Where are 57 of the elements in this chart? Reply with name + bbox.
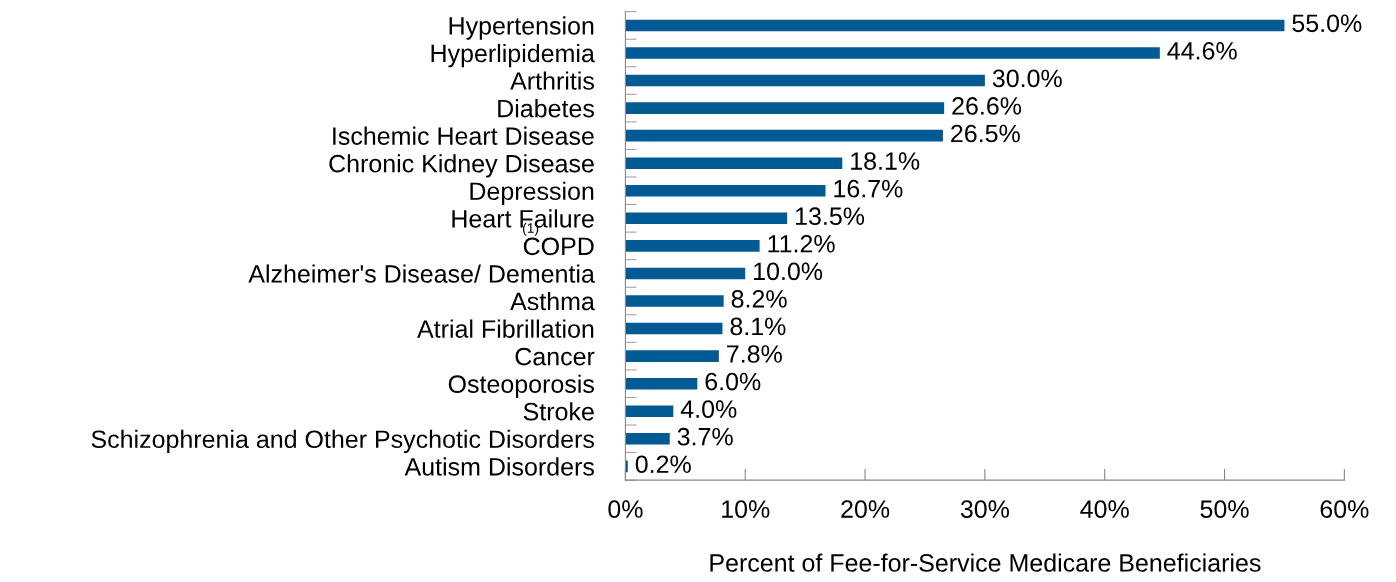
data-label: 11.2% <box>768 234 835 253</box>
y-tick-label: Chronic Kidney Disease <box>329 154 594 178</box>
bar <box>625 405 674 418</box>
data-label: 13.5% <box>796 207 865 226</box>
bar <box>625 433 670 445</box>
x-tick-label: 50% <box>1200 500 1249 518</box>
y-tick-label: Stroke <box>523 402 594 421</box>
data-label: 26.5% <box>951 124 1020 143</box>
data-label: 8.2% <box>731 290 787 308</box>
bar <box>625 212 788 225</box>
bar <box>625 350 719 362</box>
y-tick-label: Osteoporosis <box>448 374 594 398</box>
y-tick-label: Atrial Fibrillation <box>417 319 594 338</box>
data-label: 8.1% <box>730 317 786 336</box>
bar <box>625 47 1160 59</box>
y-tick-label: Hyperlipidemia <box>431 43 595 68</box>
y-tick-label: Autism Disorders <box>404 457 594 476</box>
bar <box>625 74 985 87</box>
bar <box>625 267 746 280</box>
data-label: 7.8% <box>727 345 782 363</box>
bar <box>625 322 723 335</box>
x-tick-label: 20% <box>841 500 890 518</box>
y-tick-label: Diabetes <box>498 99 594 118</box>
data-label: 44.6% <box>1167 41 1237 60</box>
x-tick-label: 60% <box>1320 500 1369 518</box>
y-tick-label: Arthritis <box>510 71 594 90</box>
data-label: 18.1% <box>851 152 920 170</box>
data-label: 6.0% <box>705 372 761 391</box>
data-label: 26.6% <box>952 97 1022 115</box>
x-axis-title: Percent of Fee-for-Service Medicare Beneficiaries <box>710 553 1261 572</box>
x-tick-label: 0% <box>608 500 643 518</box>
x-tick-label: 30% <box>960 500 1010 518</box>
y-tick-label: COPD <box>523 237 594 256</box>
bar <box>625 129 943 142</box>
x-tick-label: 10% <box>722 500 770 518</box>
bar <box>625 157 843 169</box>
bar <box>625 184 826 197</box>
y-tick-label: Hypertension <box>449 16 594 40</box>
data-label: 3.7% <box>677 427 733 446</box>
bar <box>625 377 698 390</box>
y-tick-label: Ischemic Heart Disease <box>333 126 594 145</box>
y-tick-label: Cancer <box>515 347 595 366</box>
data-label: 16.7% <box>834 179 903 198</box>
y-tick-label: Asthma <box>510 291 595 311</box>
bar <box>625 295 724 307</box>
data-label: 55.0% <box>1292 14 1362 33</box>
data-label: 30.0% <box>992 69 1062 88</box>
x-tick-label: 40% <box>1080 500 1129 518</box>
y-tick-label: Depression <box>470 181 594 206</box>
data-label: 0.2% <box>635 455 691 474</box>
data-label: 4.0% <box>680 400 737 418</box>
y-tick-label: Schizophrenia and Other Psychotic Disorders <box>91 429 594 454</box>
data-label: 10.0% <box>754 262 823 281</box>
bar <box>625 240 760 252</box>
bar <box>625 19 1285 32</box>
y-tick-label: Alzheimer's Disease/ Dementia <box>248 264 595 283</box>
bar <box>625 102 945 114</box>
